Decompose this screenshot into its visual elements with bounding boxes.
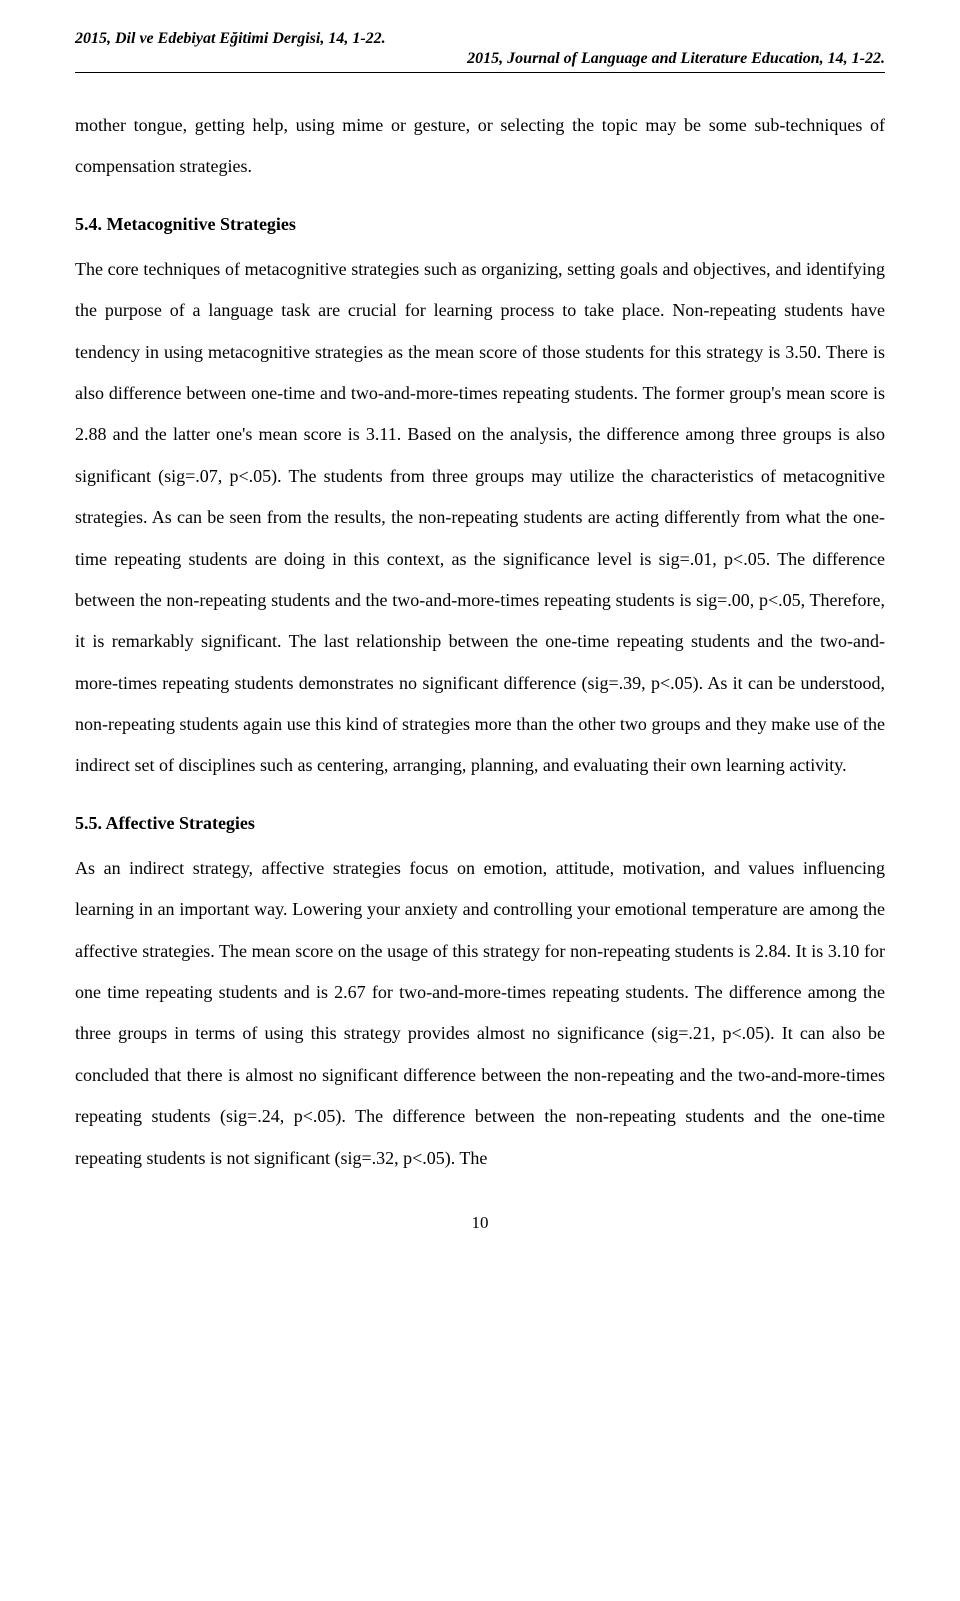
page-number: 10 xyxy=(75,1213,885,1233)
section-5-5-body: As an indirect strategy, affective strat… xyxy=(75,848,885,1179)
header-right-citation: 2015, Journal of Language and Literature… xyxy=(75,50,885,68)
header-left-citation: 2015, Dil ve Edebiyat Eğitimi Dergisi, 1… xyxy=(75,30,386,48)
intro-paragraph: mother tongue, getting help, using mime … xyxy=(75,105,885,188)
section-5-5-heading: 5.5. Affective Strategies xyxy=(75,813,885,834)
section-5-4-heading: 5.4. Metacognitive Strategies xyxy=(75,214,885,235)
section-5-4-body: The core techniques of metacognitive str… xyxy=(75,249,885,787)
page-header: 2015, Dil ve Edebiyat Eğitimi Dergisi, 1… xyxy=(75,30,885,48)
header-divider xyxy=(75,72,885,73)
